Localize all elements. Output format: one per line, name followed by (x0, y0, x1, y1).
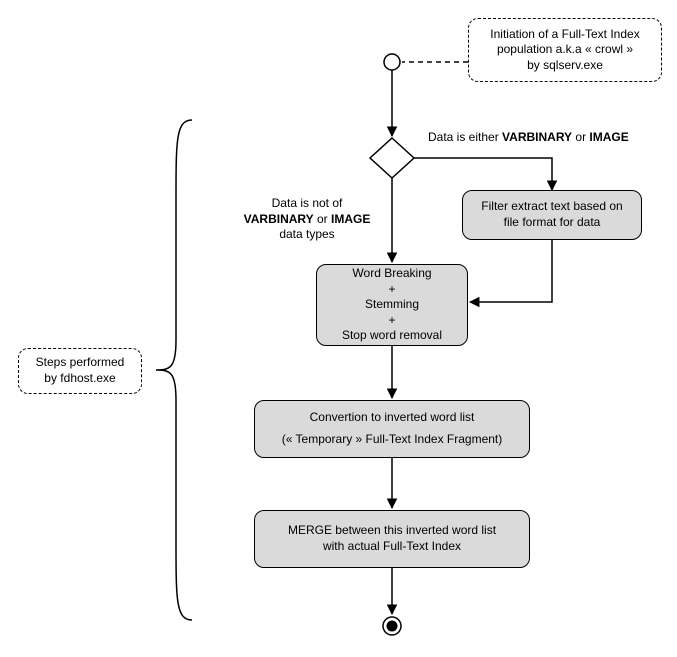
annotation-line: by fdhost.exe (44, 371, 115, 387)
annotation-line: by sqlserv.exe (527, 58, 603, 74)
node-wordbreak: Word Breaking + Stemming + Stop word rem… (316, 264, 468, 346)
node-filter: Filter extract text based on file format… (462, 190, 642, 240)
node-text: Word Breaking (352, 266, 431, 282)
node-text: with actual Full-Text Index (323, 539, 461, 555)
node-text: + (388, 313, 395, 329)
node-text: (« Temporary » Full-Text Index Fragment) (282, 432, 503, 448)
decision-node (370, 138, 414, 178)
annotation-initiation: Initiation of a Full-Text Index populati… (468, 18, 662, 82)
annotation-line: Steps performed (36, 355, 125, 371)
node-text: Stemming (365, 297, 419, 313)
decision-label-right: Data is either VARBINARY or IMAGE (428, 130, 676, 146)
end-node (387, 621, 398, 632)
node-text: Stop word removal (342, 328, 442, 344)
node-text: file format for data (504, 215, 601, 231)
node-convert: Convertion to inverted word list (« Temp… (254, 400, 530, 458)
start-node (384, 54, 400, 70)
node-text: MERGE between this inverted word list (288, 523, 496, 539)
node-merge: MERGE between this inverted word list wi… (254, 510, 530, 568)
node-text: Filter extract text based on (481, 199, 622, 215)
annotation-line: Initiation of a Full-Text Index (490, 27, 639, 43)
brace-icon (156, 120, 192, 620)
decision-label-left: Data is not of VARBINARY or IMAGE data t… (232, 196, 382, 243)
annotation-line: population a.k.a « crowl » (497, 42, 633, 58)
node-text: + (388, 282, 395, 298)
annotation-steps: Steps performed by fdhost.exe (18, 348, 142, 394)
node-text: Convertion to inverted word list (310, 410, 475, 426)
